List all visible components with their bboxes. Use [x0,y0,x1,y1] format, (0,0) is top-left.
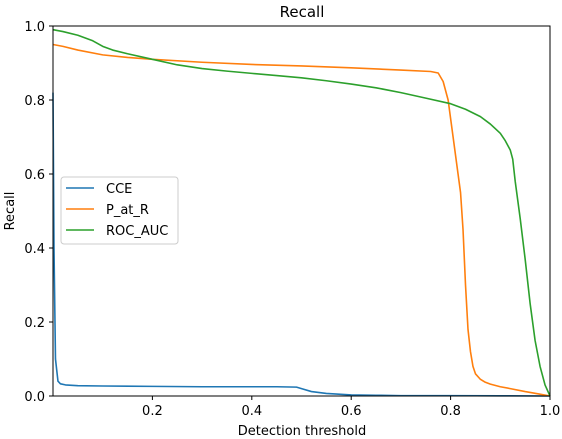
legend-label: ROC_AUC [106,224,168,239]
x-axis-label: Detection threshold [238,424,367,439]
legend-label: CCE [106,182,132,197]
x-tick-label: 0.6 [341,404,362,419]
plot-lines [52,28,551,397]
legend-box [60,176,179,245]
x-axis-ticks: 0.2 0.4 0.6 0.8 1.0 [142,396,560,419]
y-tick-label: 1.0 [24,20,45,35]
x-tick-label: 1.0 [540,404,561,419]
y-tick-label: 0.6 [24,168,45,183]
x-tick-label: 0.4 [241,404,262,419]
y-axis-label: Recall [3,192,18,231]
chart-title: Recall [280,3,325,21]
x-tick-label: 0.8 [440,404,461,419]
series-line-roc-auc [52,28,551,397]
y-tick-label: 0.2 [24,316,45,331]
y-axis-ticks: 0.0 0.2 0.4 0.6 0.8 1.0 [24,20,53,405]
x-tick-label: 0.2 [142,404,163,419]
y-tick-label: 0.4 [24,242,45,257]
plot-frame [52,25,551,397]
legend-label: P_at_R [106,203,149,218]
y-tick-label: 0.8 [24,94,45,109]
legend: CCE P_at_R ROC_AUC [60,176,179,245]
y-tick-label: 0.0 [24,390,45,405]
series-line-cce [52,92,551,397]
series-line-p-at-r [52,43,551,397]
